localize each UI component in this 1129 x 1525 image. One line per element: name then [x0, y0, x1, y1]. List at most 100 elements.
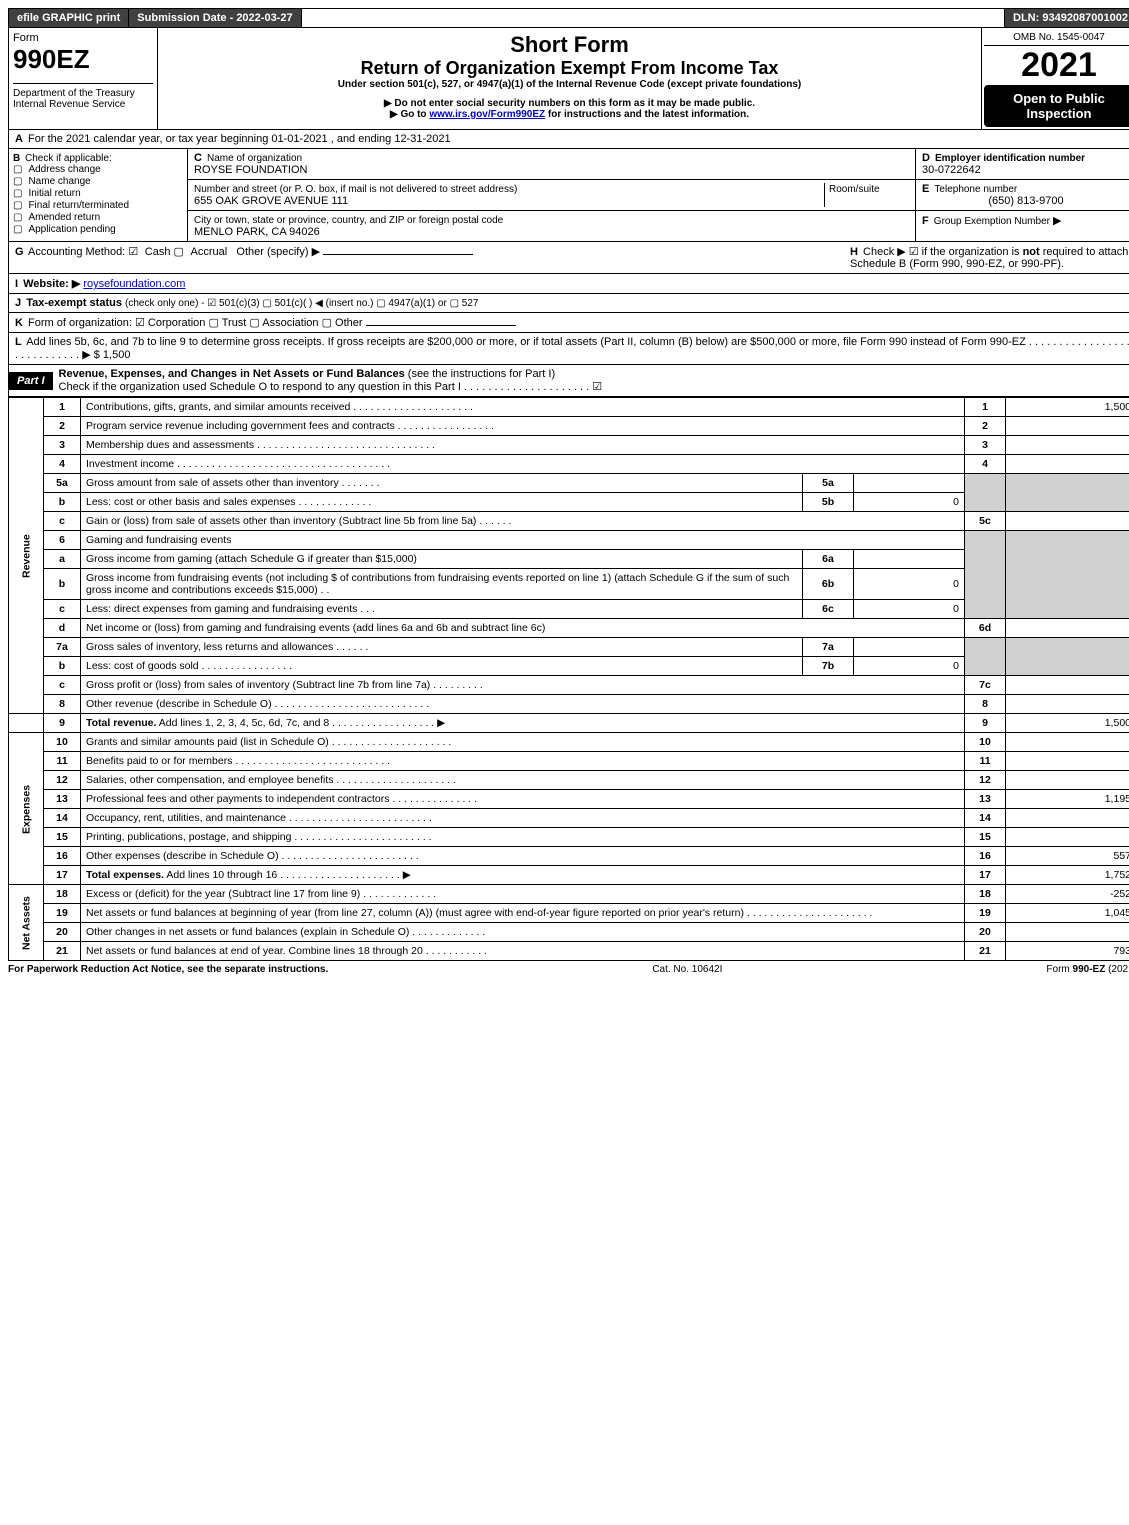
checkbox-address-change[interactable]: ▢ — [13, 165, 28, 176]
form-org-label: Form of organization: — [28, 317, 132, 329]
city-cell: City or town, state or province, country… — [188, 211, 915, 241]
org-name-label: Name of organization — [207, 153, 302, 164]
goto-instructions: ▶ Go to www.irs.gov/Form990EZ for instru… — [166, 109, 973, 120]
footer-right-prefix: Form — [1046, 964, 1072, 975]
line-5b-desc: Less: cost or other basis and sales expe… — [81, 493, 803, 512]
line-18-val: -252 — [1006, 885, 1129, 904]
line-14-box: 14 — [965, 809, 1006, 828]
line-16-num: 16 — [44, 847, 81, 866]
line-6b-desc: Gross income from fundraising events (no… — [81, 569, 803, 600]
website-link[interactable]: roysefoundation.com — [83, 278, 185, 290]
line-14-num: 14 — [44, 809, 81, 828]
line-5c-val — [1006, 512, 1129, 531]
org-name-cell: C Name of organization ROYSE FOUNDATION — [188, 149, 915, 180]
line-9-box: 9 — [965, 714, 1006, 733]
line-21: 21 Net assets or fund balances at end of… — [9, 942, 1129, 961]
line-17-desc: Add lines 10 through 16 . . . . . . . . … — [164, 869, 411, 881]
website-label: Website: ▶ — [23, 278, 80, 290]
section-letter-j: J — [15, 297, 21, 309]
section-letter-k: K — [15, 317, 23, 329]
line-14: 14 Occupancy, rent, utilities, and maint… — [9, 809, 1129, 828]
section-j-row: J Tax-exempt status (check only one) - ☑… — [8, 294, 1129, 313]
line-1-box: 1 — [965, 398, 1006, 417]
efile-print-label[interactable]: efile GRAPHIC print — [9, 9, 129, 27]
line-1-val: 1,500 — [1006, 398, 1129, 417]
line-6a-num: a — [44, 550, 81, 569]
line-8-val — [1006, 695, 1129, 714]
group-exemption-label: Group Exemption Number — [934, 216, 1050, 227]
section-letter-a: A — [15, 133, 23, 145]
line-19: 19 Net assets or fund balances at beginn… — [9, 904, 1129, 923]
footer-right-suffix: (2021) — [1105, 964, 1129, 975]
line-17-desc-cell: Total expenses. Add lines 10 through 16 … — [81, 866, 965, 885]
other-org-input[interactable] — [366, 325, 516, 326]
section-letter-h: H — [850, 246, 858, 258]
dept-label-2: Internal Revenue Service — [13, 99, 153, 110]
line-5c-box: 5c — [965, 512, 1006, 531]
opt-accrual: Accrual — [191, 246, 228, 258]
line-11-num: 11 — [44, 752, 81, 771]
section-letter-l: L — [15, 336, 22, 348]
footer-left: For Paperwork Reduction Act Notice, see … — [8, 964, 328, 975]
line-7a-num: 7a — [44, 638, 81, 657]
line-16: 16 Other expenses (describe in Schedule … — [9, 847, 1129, 866]
line-6-num: 6 — [44, 531, 81, 550]
line-7a: 7a Gross sales of inventory, less return… — [9, 638, 1129, 657]
section-k-row: K Form of organization: ☑ Corporation ▢ … — [8, 313, 1129, 333]
checkbox-accrual[interactable]: ▢ — [174, 247, 191, 259]
line-2-desc: Program service revenue including govern… — [81, 417, 965, 436]
other-specify-input[interactable] — [323, 254, 473, 255]
line-1: Revenue 1 Contributions, gifts, grants, … — [9, 398, 1129, 417]
year-block: OMB No. 1545-0047 2021 Open to Public In… — [981, 28, 1129, 129]
part-1-subtitle: (see the instructions for Part I) — [408, 368, 555, 380]
line-7b-subval: 0 — [854, 657, 965, 676]
checkbox-initial-return[interactable]: ▢ — [13, 189, 28, 200]
tax-exempt-label: Tax-exempt status — [26, 297, 122, 309]
line-20-desc: Other changes in net assets or fund bala… — [81, 923, 965, 942]
line-10-box: 10 — [965, 733, 1006, 752]
grey-7-val — [1006, 638, 1129, 676]
line-4-desc: Investment income . . . . . . . . . . . … — [81, 455, 965, 474]
line-11-val — [1006, 752, 1129, 771]
line-3-box: 3 — [965, 436, 1006, 455]
netassets-side-label: Net Assets — [9, 885, 44, 961]
part-1-desc: Revenue, Expenses, and Changes in Net As… — [53, 365, 1129, 396]
phone-value: (650) 813-9700 — [922, 195, 1129, 207]
form-org-opts: ☑ Corporation ▢ Trust ▢ Association ▢ Ot… — [135, 317, 363, 329]
irs-form-link[interactable]: www.irs.gov/Form990EZ — [429, 109, 545, 120]
checkbox-amended-return[interactable]: ▢ — [13, 213, 28, 224]
opt-address-change: Address change — [28, 164, 100, 175]
line-8-desc: Other revenue (describe in Schedule O) .… — [81, 695, 965, 714]
part-1-tab: Part I — [9, 372, 53, 390]
form-header: Form 990EZ Department of the Treasury In… — [8, 28, 1129, 130]
section-b-column: B Check if applicable: ▢ Address change … — [9, 149, 188, 241]
checkbox-application-pending[interactable]: ▢ — [13, 225, 28, 236]
checkbox-final-return[interactable]: ▢ — [13, 201, 28, 212]
line-13-num: 13 — [44, 790, 81, 809]
line-18-box: 18 — [965, 885, 1006, 904]
section-c-column: C Name of organization ROYSE FOUNDATION … — [188, 149, 915, 241]
ssn-warning: ▶ Do not enter social security numbers o… — [166, 98, 973, 109]
line-6d-num: d — [44, 619, 81, 638]
line-10: Expenses 10 Grants and similar amounts p… — [9, 733, 1129, 752]
line-7c-num: c — [44, 676, 81, 695]
line-5a-subval — [854, 474, 965, 493]
line-11-desc: Benefits paid to or for members . . . . … — [81, 752, 965, 771]
checkbox-cash[interactable]: ☑ — [128, 247, 144, 259]
line-9-val: 1,500 — [1006, 714, 1129, 733]
line-9-desc-cell: Total revenue. Add lines 1, 2, 3, 4, 5c,… — [81, 714, 965, 733]
opt-initial-return: Initial return — [28, 188, 80, 199]
line-12-box: 12 — [965, 771, 1006, 790]
check-applicable-label: Check if applicable: — [25, 153, 112, 164]
line-18: Net Assets 18 Excess or (deficit) for th… — [9, 885, 1129, 904]
line-1-desc: Contributions, gifts, grants, and simila… — [81, 398, 965, 417]
line-16-val: 557 — [1006, 847, 1129, 866]
part-1-header: Part I Revenue, Expenses, and Changes in… — [8, 365, 1129, 397]
dln-label: DLN: 93492087001002 — [1005, 9, 1129, 27]
ein-value: 30-0722642 — [922, 164, 981, 176]
line-5a-num: 5a — [44, 474, 81, 493]
line-1-num: 1 — [44, 398, 81, 417]
checkbox-name-change[interactable]: ▢ — [13, 177, 28, 188]
section-letter-f: F — [922, 215, 929, 227]
line-21-desc: Net assets or fund balances at end of ye… — [81, 942, 965, 961]
